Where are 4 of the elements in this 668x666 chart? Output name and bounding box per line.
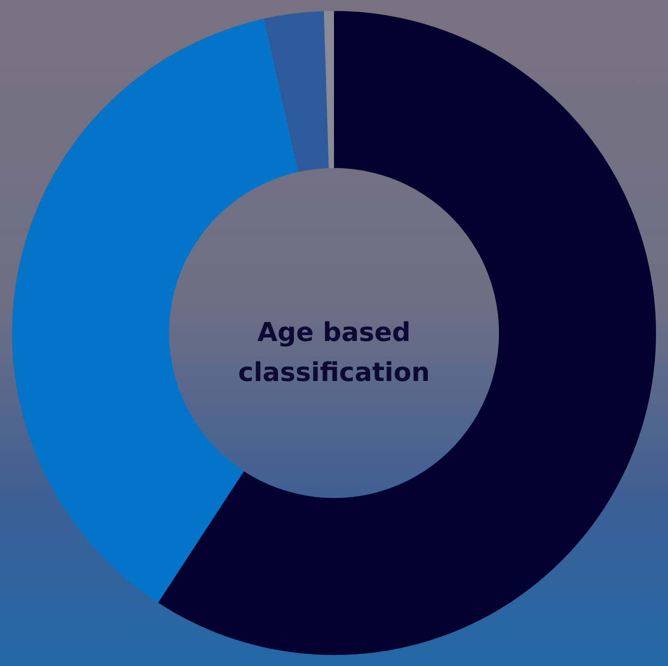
donut-slice: [264, 11, 329, 172]
text: Age based classification: [238, 318, 430, 388]
donut-slice: [324, 11, 334, 168]
donut-slice: [158, 11, 656, 654]
